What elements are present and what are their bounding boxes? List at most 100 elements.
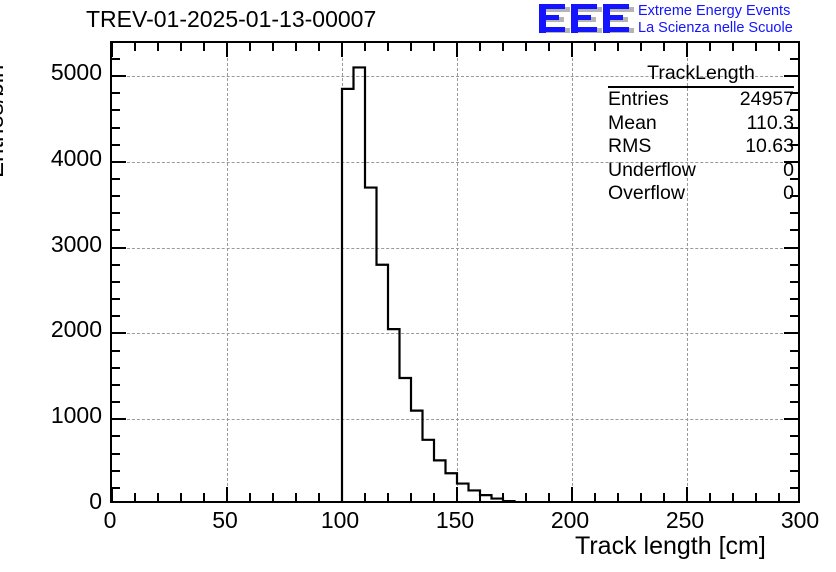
axis-tick — [112, 383, 120, 386]
axis-tick — [548, 493, 550, 501]
axis-tick — [134, 493, 136, 501]
axis-tick — [502, 493, 504, 501]
stats-box: TrackLength Entries 24957 Mean 110.3 RMS 10.6… — [608, 62, 794, 206]
axis-tick — [364, 43, 366, 51]
x-axis-tick-label: 150 — [435, 507, 475, 533]
stats-row: Underflow 0 — [608, 159, 794, 183]
axis-tick — [112, 229, 120, 232]
axis-tick — [571, 487, 573, 501]
axis-tick — [226, 43, 228, 57]
axis-tick — [790, 298, 798, 301]
axis-tick — [479, 43, 481, 51]
axis-tick — [790, 229, 798, 232]
stats-row: RMS 10.63 — [608, 135, 794, 159]
gridline-vertical — [227, 43, 228, 501]
y-axis-tick-label: 3000 — [50, 230, 102, 257]
gridline-vertical — [687, 43, 688, 501]
x-axis-tick-label: 250 — [665, 507, 705, 533]
axis-tick — [157, 43, 159, 51]
histogram-trace — [340, 66, 516, 501]
axis-tick — [755, 43, 757, 51]
axis-tick — [318, 493, 320, 501]
axis-tick — [663, 493, 665, 501]
axis-tick — [295, 43, 297, 51]
axis-tick — [112, 469, 120, 472]
axis-tick — [790, 366, 798, 369]
axis-tick — [594, 493, 596, 501]
axis-tick — [686, 43, 688, 57]
x-axis-tick-label: 0 — [103, 507, 117, 533]
stats-row: Entries 24957 — [608, 88, 794, 112]
page-title: TREV-01-2025-01-13-00007 — [86, 6, 377, 32]
axis-tick — [112, 487, 113, 501]
axis-tick — [790, 195, 798, 198]
axis-tick — [180, 43, 182, 51]
axis-tick — [226, 487, 228, 501]
axis-tick — [112, 315, 120, 318]
axis-tick — [387, 43, 389, 51]
axis-tick — [790, 92, 798, 95]
stats-row-value: 110.3 — [746, 111, 794, 134]
gridline-horizontal — [112, 419, 798, 421]
x-axis-tick-label: 100 — [320, 507, 360, 533]
axis-tick — [272, 43, 274, 51]
stats-row-key: Underflow — [608, 158, 696, 181]
axis-tick — [790, 177, 798, 180]
stats-row: Mean 110.3 — [608, 112, 794, 136]
axis-tick — [790, 469, 798, 472]
stats-row: Overflow 0 — [608, 182, 794, 206]
axis-tick — [525, 493, 527, 501]
axis-tick — [732, 43, 734, 51]
axis-tick — [112, 298, 120, 301]
axis-tick — [249, 493, 251, 501]
eee-logo: Extreme Energy Events La Scienza nelle S… — [538, 2, 834, 38]
stats-row-value: 0 — [783, 158, 794, 181]
x-axis-tick-label: 300 — [780, 507, 820, 533]
axis-tick — [433, 493, 435, 501]
gridline-vertical — [572, 43, 573, 501]
axis-tick — [663, 43, 665, 51]
axis-tick — [571, 43, 573, 57]
axis-tick — [318, 43, 320, 51]
stats-row-key: Overflow — [608, 182, 685, 204]
axis-tick — [502, 43, 504, 51]
axis-tick — [112, 126, 120, 129]
gridline-horizontal — [112, 76, 798, 78]
axis-tick — [686, 487, 688, 501]
axis-tick — [249, 43, 251, 51]
axis-tick — [784, 75, 798, 78]
axis-tick — [790, 349, 798, 352]
axis-tick — [112, 435, 120, 438]
axis-tick — [203, 43, 205, 51]
axis-tick — [112, 75, 126, 78]
stats-row-key: Mean — [608, 111, 657, 134]
axis-tick — [112, 43, 113, 57]
axis-tick — [112, 143, 120, 146]
axis-tick — [112, 366, 120, 369]
axis-tick — [790, 383, 798, 386]
axis-tick — [410, 493, 412, 501]
axis-tick — [790, 57, 798, 60]
eee-logo-line1: Extreme Energy Events — [638, 3, 791, 19]
axis-tick — [180, 493, 182, 501]
axis-tick — [203, 493, 205, 501]
axis-tick — [112, 212, 120, 215]
axis-tick — [112, 92, 120, 95]
axis-tick — [112, 177, 120, 180]
stats-row-key: RMS — [608, 135, 652, 157]
axis-tick — [784, 160, 798, 163]
y-axis-tick-label: 1000 — [50, 402, 102, 429]
stats-box-title: TrackLength — [608, 62, 794, 88]
axis-tick — [790, 212, 798, 215]
axis-tick — [784, 332, 798, 335]
axis-tick — [790, 401, 798, 404]
axis-tick — [112, 332, 126, 335]
axis-tick — [778, 43, 780, 51]
axis-tick — [617, 43, 619, 51]
axis-tick — [410, 43, 412, 51]
axis-tick — [157, 493, 159, 501]
gridline-horizontal — [112, 161, 798, 163]
x-axis-tick-label: 200 — [550, 507, 590, 533]
axis-tick — [295, 493, 297, 501]
